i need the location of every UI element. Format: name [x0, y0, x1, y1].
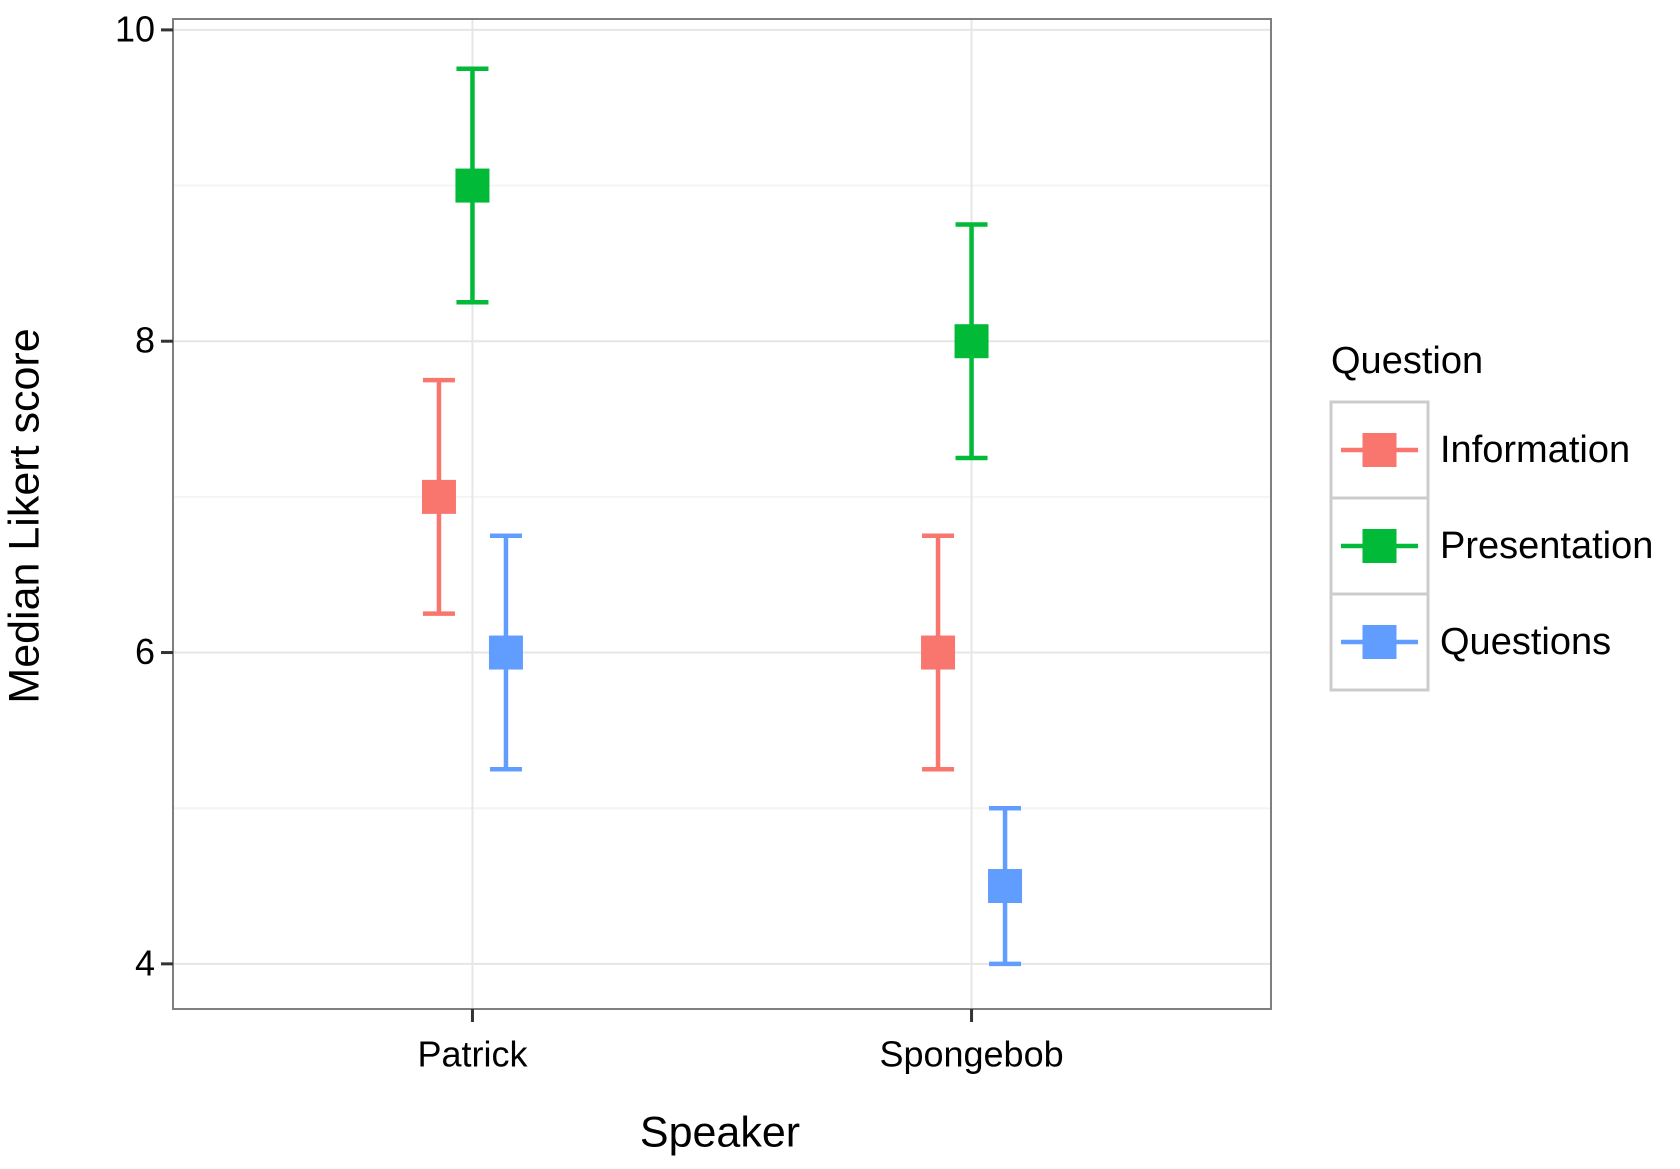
- x-axis-title: Speaker: [640, 1108, 800, 1156]
- legend-title: Question: [1331, 340, 1483, 382]
- legend-swatch: [1362, 529, 1397, 563]
- point: [954, 324, 989, 359]
- legend-label: Presentation: [1440, 525, 1653, 567]
- point: [921, 635, 956, 670]
- legend-swatch: [1362, 625, 1397, 659]
- y-tick-label: 6: [135, 631, 155, 672]
- legend-label: Questions: [1440, 621, 1611, 663]
- x-tick-label: Patrick: [417, 1034, 528, 1075]
- y-tick-label: 10: [115, 8, 155, 49]
- point: [488, 635, 523, 670]
- point: [421, 479, 456, 514]
- point: [988, 869, 1023, 904]
- point: [455, 168, 490, 203]
- legend-swatch: [1362, 433, 1397, 467]
- x-tick-label: Spongebob: [879, 1034, 1063, 1075]
- y-tick-label: 4: [135, 942, 155, 983]
- legend-label: Information: [1440, 429, 1630, 471]
- y-tick-label: 8: [135, 320, 155, 361]
- panel-border: [172, 18, 1272, 1010]
- y-axis-title: Median Likert score: [0, 328, 48, 703]
